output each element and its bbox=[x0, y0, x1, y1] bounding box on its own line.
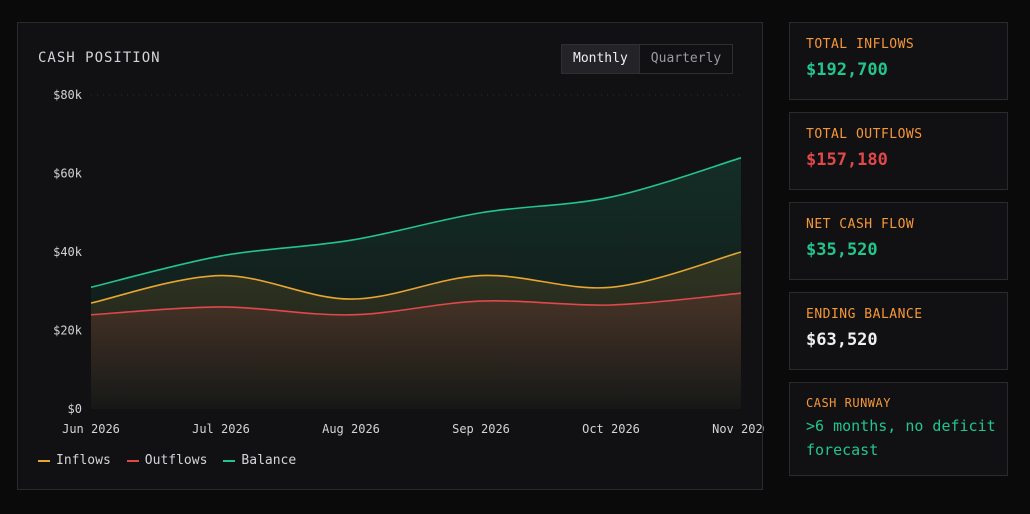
toggle-monthly-button[interactable]: Monthly bbox=[562, 45, 639, 73]
chart-title: CASH POSITION bbox=[38, 50, 161, 66]
y-tick-label: $20k bbox=[53, 324, 83, 338]
stat-value: $192,700 bbox=[806, 60, 888, 80]
x-tick-label: Oct 2026 bbox=[582, 422, 640, 436]
x-tick-label: Jun 2026 bbox=[62, 422, 120, 436]
x-tick-label: Sep 2026 bbox=[452, 422, 510, 436]
stat-total-inflows: TOTAL INFLOWS $192,700 bbox=[789, 22, 1008, 100]
toggle-quarterly-button[interactable]: Quarterly bbox=[638, 45, 732, 73]
stat-ending-balance: ENDING BALANCE $63,520 bbox=[789, 292, 1008, 370]
y-tick-label: $60k bbox=[53, 167, 83, 181]
stat-label: ENDING BALANCE bbox=[806, 307, 923, 322]
stat-label: TOTAL OUTFLOWS bbox=[806, 127, 923, 142]
stat-value: $35,520 bbox=[806, 240, 878, 260]
runway-text: >6 months, no deficit forecast bbox=[806, 417, 996, 459]
line-balance bbox=[90, 157, 742, 289]
legend-item-balance: Balance bbox=[223, 453, 296, 468]
stat-label: TOTAL INFLOWS bbox=[806, 37, 915, 52]
legend-item-inflows: Inflows bbox=[38, 453, 111, 468]
stat-cash-runway: CASH RUNWAY >6 months, no deficit foreca… bbox=[789, 382, 1008, 476]
y-tick-label: $40k bbox=[53, 245, 83, 259]
period-toggle: Monthly Quarterly bbox=[561, 44, 734, 74]
stat-net-cash-flow: NET CASH FLOW $35,520 bbox=[789, 202, 1008, 280]
legend-label-outflows: Outflows bbox=[144, 453, 208, 468]
stat-value: $157,180 bbox=[806, 150, 888, 170]
area-outflows bbox=[91, 293, 741, 409]
stat-total-outflows: TOTAL OUTFLOWS $157,180 bbox=[789, 112, 1008, 190]
x-tick-label: Aug 2026 bbox=[322, 422, 380, 436]
y-tick-label: $80k bbox=[53, 88, 83, 102]
x-tick-label: Jul 2026 bbox=[192, 422, 250, 436]
y-tick-label: $0 bbox=[68, 402, 82, 416]
line-inflows bbox=[90, 251, 742, 304]
legend-swatch-outflows bbox=[126, 459, 139, 462]
chart-legend: Inflows Outflows Balance bbox=[38, 453, 296, 468]
stat-value: $63,520 bbox=[806, 330, 878, 350]
legend-swatch-inflows bbox=[38, 459, 50, 462]
cash-position-chart: $0 $20k $40k $60k $80k Jun 2026 Jul 2026 Aug 20… bbox=[53, 88, 764, 436]
stat-label: CASH RUNWAY bbox=[806, 396, 891, 410]
line-outflows bbox=[90, 292, 742, 316]
x-tick-label: Nov 2026 bbox=[712, 422, 764, 436]
legend-swatch-balance bbox=[223, 459, 236, 462]
cash-position-panel: CASH POSITION Monthly Quarterly $0 $20k $4… bbox=[17, 22, 764, 490]
legend-item-outflows: Outflows bbox=[126, 453, 208, 468]
legend-label-inflows: Inflows bbox=[56, 453, 111, 468]
legend-label-balance: Balance bbox=[241, 453, 297, 468]
stat-label: NET CASH FLOW bbox=[806, 217, 915, 232]
